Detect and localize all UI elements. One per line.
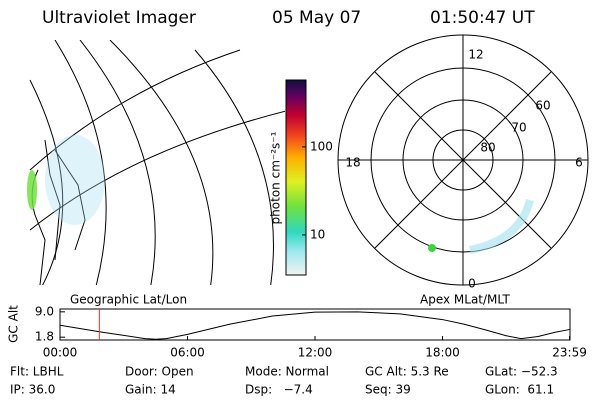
title: Ultraviolet Imager bbox=[42, 8, 196, 28]
y-tick-label: 1.8 bbox=[35, 330, 54, 344]
altitude-line bbox=[59, 311, 571, 340]
info-field: Dsp: −7.4 bbox=[245, 383, 313, 397]
colorbar-tick-label: 10 bbox=[310, 227, 325, 241]
y-tick-label: 9.0 bbox=[35, 304, 54, 318]
info-field: Gain: 14 bbox=[125, 383, 176, 397]
mlt-label: 0 bbox=[468, 277, 476, 291]
info-field: Mode: Normal bbox=[245, 365, 329, 379]
mlt-label: 6 bbox=[575, 156, 583, 170]
y-axis-label: GC Alt bbox=[7, 305, 21, 343]
colorbar-tick-label: 100 bbox=[310, 139, 333, 153]
x-tick-label: 06:00 bbox=[170, 346, 205, 360]
x-tick-label: 12:00 bbox=[298, 346, 333, 360]
info-field: GLon: 61.1 bbox=[485, 383, 554, 397]
mlt-label: 18 bbox=[345, 156, 360, 170]
x-tick-label: 18:00 bbox=[425, 346, 460, 360]
x-tick-label: 00:00 bbox=[43, 346, 78, 360]
mlt-label: 12 bbox=[468, 48, 483, 62]
info-field: Flt: LBHL bbox=[10, 365, 64, 379]
panel-label: Apex MLat/MLT bbox=[420, 293, 510, 307]
date: 05 May 07 bbox=[272, 8, 361, 28]
lat-label: 60 bbox=[535, 99, 550, 113]
colorbar bbox=[285, 79, 307, 276]
info-field: Seq: 39 bbox=[365, 383, 411, 397]
lat-label: 80 bbox=[480, 141, 495, 155]
colorbar-label: photon cm⁻²s⁻¹ bbox=[269, 131, 283, 224]
altitude-plot bbox=[59, 308, 571, 341]
info-field: GC Alt: 5.3 Re bbox=[365, 365, 449, 379]
info-field: GLat: −52.3 bbox=[485, 365, 558, 379]
map-panel bbox=[27, 40, 285, 285]
info-field: IP: 36.0 bbox=[10, 383, 55, 397]
lat-label: 70 bbox=[511, 121, 526, 135]
info-field: Door: Open bbox=[125, 365, 194, 379]
time: 01:50:47 UT bbox=[430, 8, 535, 28]
polar-panel: 12 18 6 0 60 70 80 bbox=[337, 34, 589, 291]
x-tick-label: 23:59 bbox=[552, 346, 587, 360]
panel-label: Geographic Lat/Lon bbox=[70, 293, 187, 307]
